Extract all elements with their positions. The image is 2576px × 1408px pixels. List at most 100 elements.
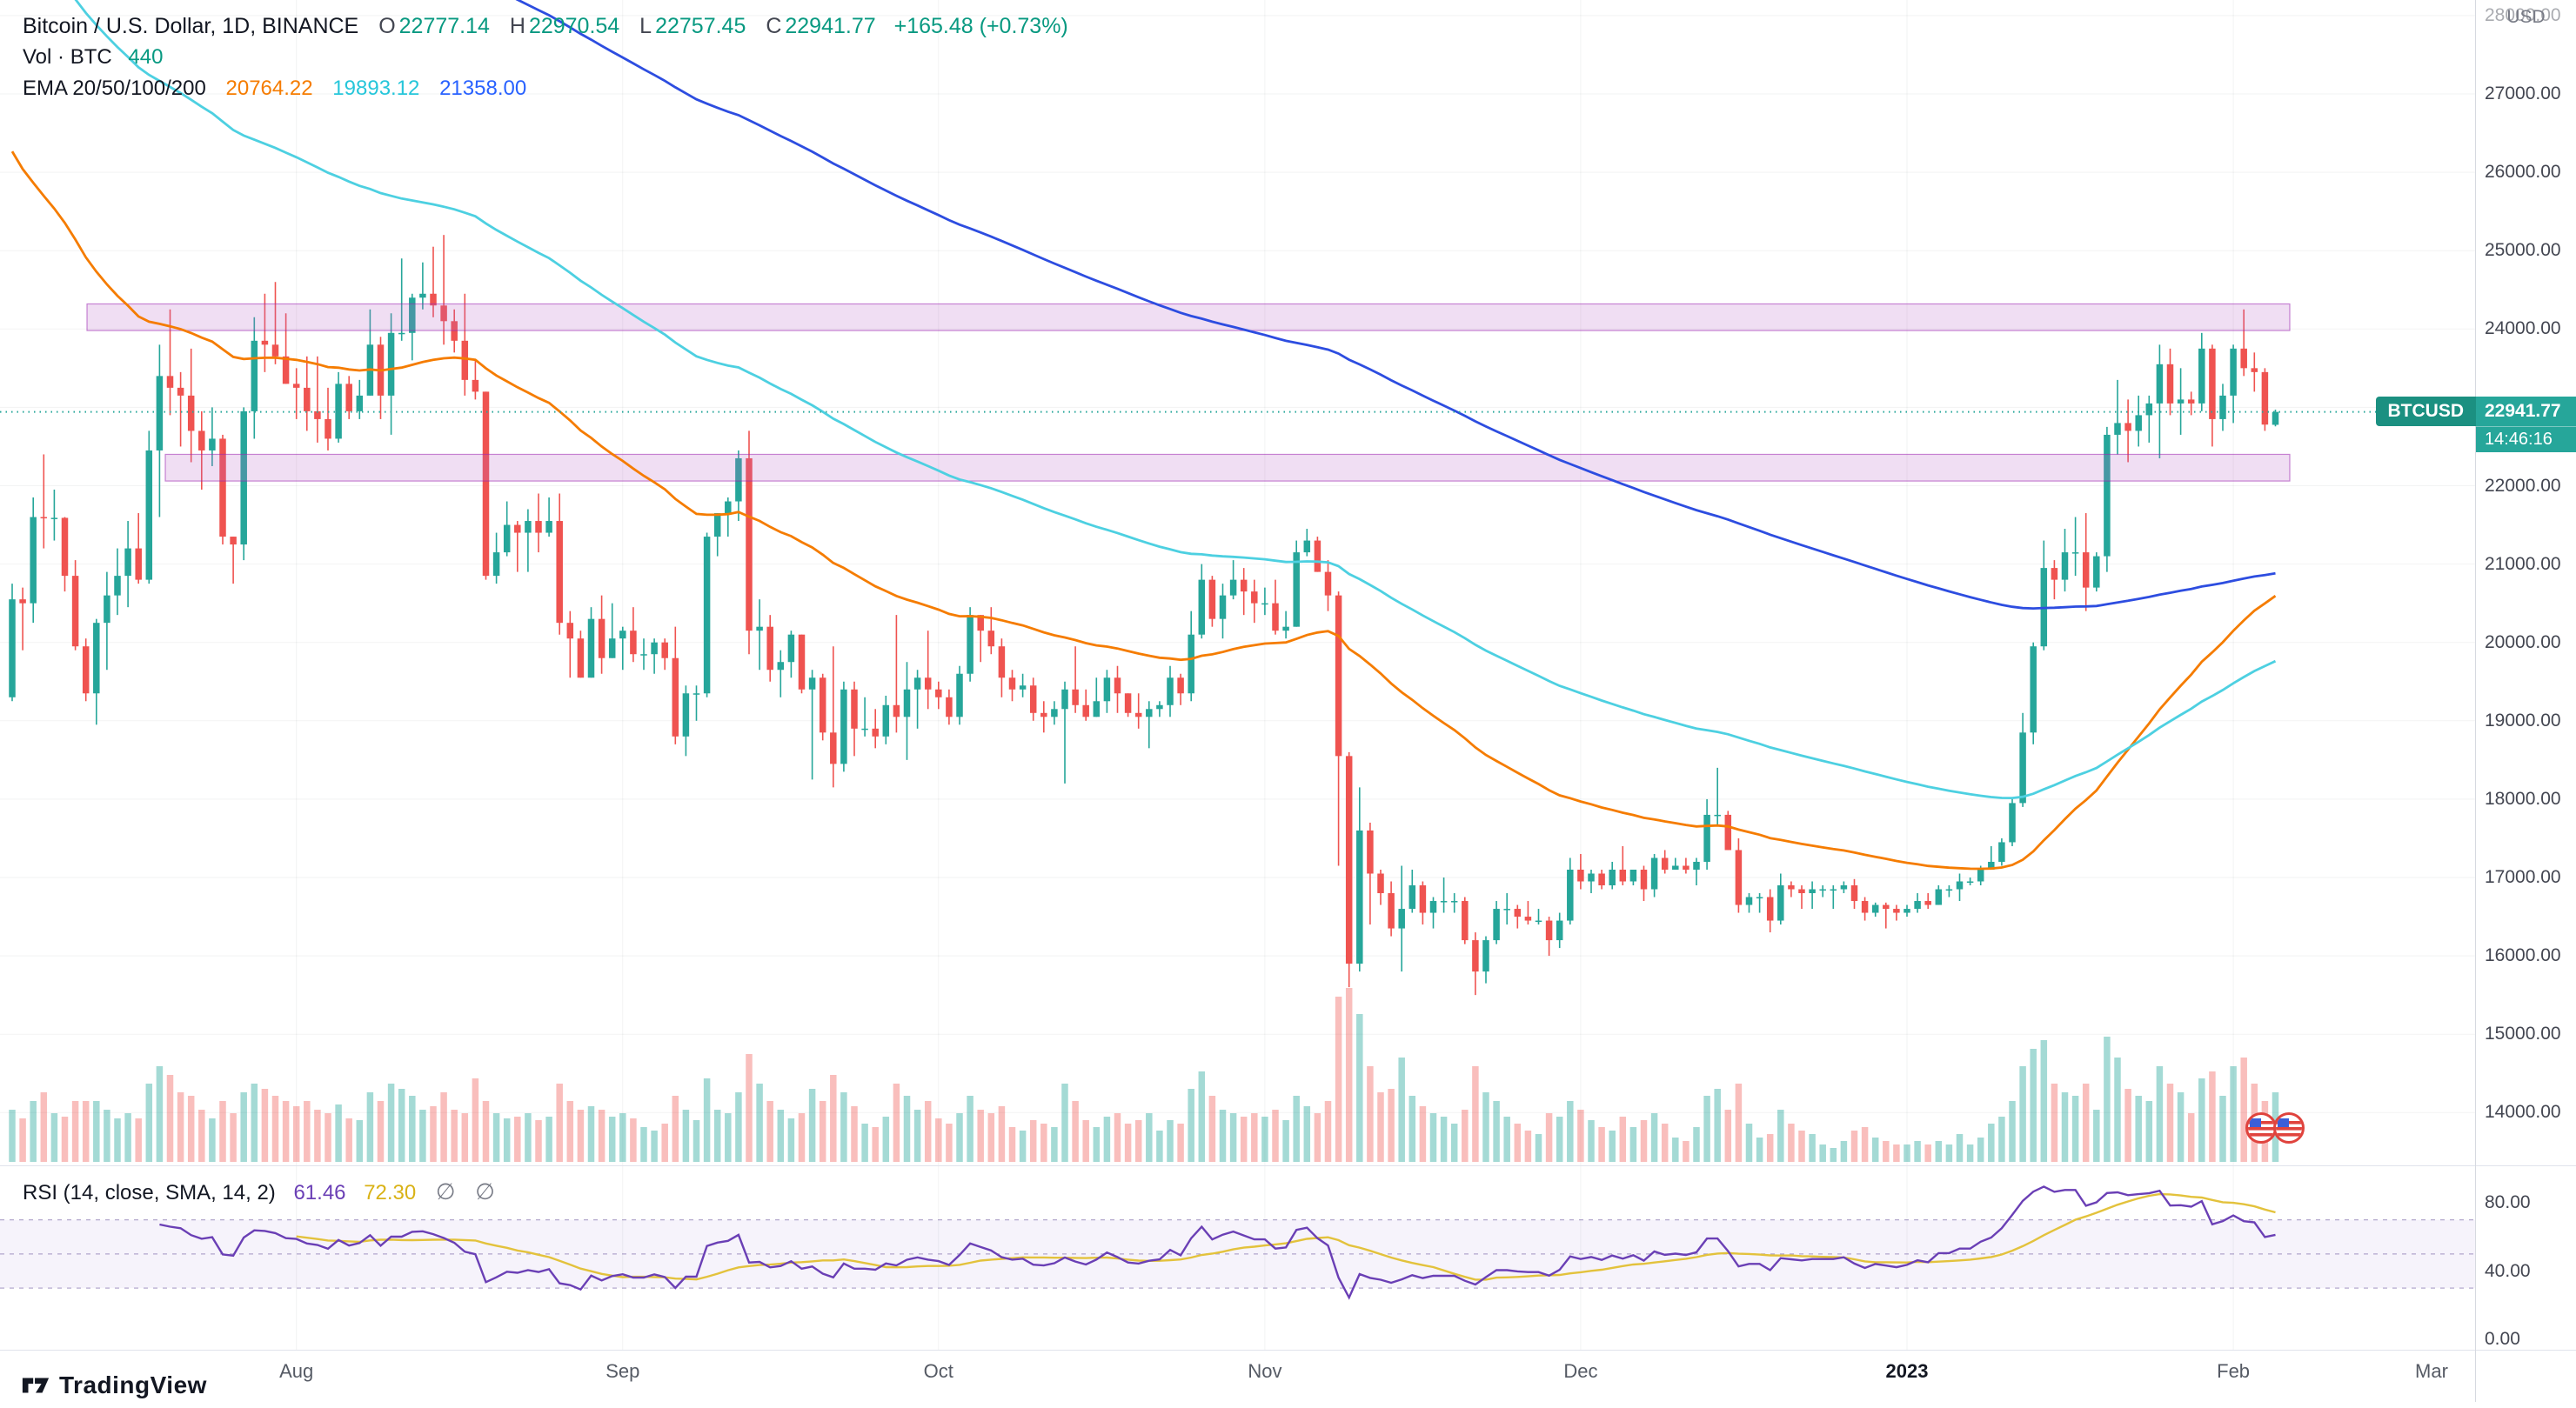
candle <box>1545 920 1553 941</box>
candle <box>40 517 48 519</box>
supply-zone[interactable] <box>86 303 2291 331</box>
candle <box>703 537 711 694</box>
volume-bar <box>1493 1101 1500 1162</box>
volume-bar <box>1966 1144 1974 1162</box>
volume-bar <box>1988 1124 1995 1162</box>
candle <box>1040 712 1047 717</box>
candle <box>1324 571 1332 596</box>
candle <box>30 517 37 604</box>
candle <box>1661 857 1669 870</box>
volume-bar <box>1672 1138 1679 1162</box>
volume-bar <box>1819 1144 1826 1162</box>
candle <box>71 576 79 647</box>
volume-bar <box>2040 1040 2048 1162</box>
volume-bar <box>766 1101 773 1162</box>
volume-bar <box>987 1113 995 1162</box>
tradingview-logo[interactable]: TradingView <box>21 1371 207 1400</box>
candle <box>271 344 279 357</box>
price-axis-label: 27000.00 <box>2485 83 2561 103</box>
candle <box>2061 552 2069 580</box>
volume-legend-row[interactable]: Vol · BTC 440 <box>23 42 1068 73</box>
candle <box>2145 403 2153 416</box>
candle <box>50 517 58 519</box>
volume-bar <box>1198 1071 1206 1162</box>
volume-bar <box>1714 1089 1721 1162</box>
volume-bar <box>2114 1058 2121 1162</box>
volume-bar <box>251 1084 258 1162</box>
ema50-value: 20764.22 <box>225 77 313 100</box>
candle <box>1388 893 1395 929</box>
currency-toggle[interactable]: USD <box>2506 7 2546 27</box>
candle <box>1998 842 2005 862</box>
volume-bar <box>82 1101 90 1162</box>
volume-bar <box>1924 1144 1931 1162</box>
price-axis-label: 14000.00 <box>2485 1102 2561 1123</box>
volume-bar <box>1629 1127 1637 1162</box>
flag-icon[interactable] <box>2272 1111 2305 1144</box>
candle <box>967 615 974 674</box>
volume-bar <box>104 1110 110 1162</box>
volume-bar <box>514 1117 521 1162</box>
candle <box>2261 371 2269 425</box>
volume-bar <box>535 1120 542 1162</box>
last-price-tag[interactable]: BTCUSD 22941.77 14:46:16 <box>2375 396 2576 452</box>
rsi-value: 61.46 <box>293 1181 346 1204</box>
candle <box>356 395 364 411</box>
change-value: +165.48 (+0.73%) <box>893 14 1068 38</box>
volume-bar <box>2145 1101 2153 1162</box>
candle <box>1861 901 1869 913</box>
time-axis[interactable]: Aug Sep Oct Nov Dec 2023 Feb Mar <box>0 1350 2576 1393</box>
volume-bar <box>725 1113 732 1162</box>
price-axis[interactable]: 28000.00 27000.00 26000.00 25000.00 24000.00… <box>2476 0 2576 1350</box>
candle <box>219 438 226 537</box>
candle <box>787 634 795 663</box>
candle <box>2230 348 2237 396</box>
volume-bar <box>619 1113 626 1162</box>
candle <box>1093 701 1101 717</box>
candle <box>746 457 753 631</box>
volume-bar <box>1103 1117 1111 1162</box>
rsi-title[interactable]: RSI (14, close, SMA, 14, 2) <box>23 1181 276 1204</box>
chart-plot-area[interactable] <box>0 0 2475 1350</box>
volume-bar <box>935 1118 942 1162</box>
volume-bar <box>1051 1127 1058 1162</box>
candle <box>1219 595 1227 619</box>
candle <box>619 631 626 639</box>
volume-bar <box>1429 1113 1437 1162</box>
rsi-empty-icon: ∅ <box>475 1178 495 1204</box>
ema-legend-row[interactable]: EMA 20/50/100/200 20764.22 19893.12 2135… <box>23 73 1068 104</box>
volume-bar <box>304 1101 311 1162</box>
ema100-value: 19893.12 <box>332 77 420 100</box>
candle <box>2104 434 2111 557</box>
volume-bar <box>1893 1144 1900 1162</box>
volume-bar <box>2082 1084 2090 1162</box>
candle <box>1314 540 1321 572</box>
supply-zone[interactable] <box>164 453 2291 482</box>
volume-bar <box>1219 1110 1227 1162</box>
volume-bar <box>1840 1141 1848 1162</box>
time-axis-separator <box>0 1350 2576 1351</box>
volume-bar <box>1524 1131 1532 1162</box>
candle <box>1229 579 1237 596</box>
volume-bar <box>630 1118 637 1162</box>
pane-separator[interactable] <box>0 1165 2576 1166</box>
candle <box>2135 415 2142 431</box>
candle <box>861 728 868 731</box>
candle <box>1609 869 1616 886</box>
volume-bar <box>1588 1120 1595 1162</box>
candle <box>535 521 542 533</box>
volume-bar <box>608 1117 616 1162</box>
time-axis-label: Aug <box>279 1360 314 1382</box>
volume-bar <box>345 1118 352 1162</box>
symbol-title[interactable]: Bitcoin / U.S. Dollar, 1D, BINANCE <box>23 14 359 38</box>
volume-bar <box>2071 1096 2079 1162</box>
candle <box>1367 830 1374 874</box>
volume-bar <box>1229 1113 1237 1162</box>
price-axis-label: 24000.00 <box>2485 318 2561 339</box>
candle <box>1303 540 1311 553</box>
volume-bar <box>398 1089 405 1162</box>
candle <box>1883 904 1890 910</box>
rsi-legend-row[interactable]: RSI (14, close, SMA, 14, 2) 61.46 72.30 … <box>23 1178 495 1205</box>
volume-bar <box>693 1120 700 1162</box>
symbol-legend-row[interactable]: Bitcoin / U.S. Dollar, 1D, BINANCE O 2277… <box>23 10 1068 42</box>
